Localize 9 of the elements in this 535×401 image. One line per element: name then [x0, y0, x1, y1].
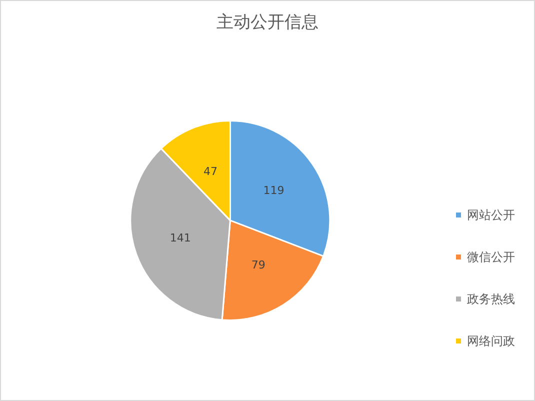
legend-label: 网络问政 [467, 334, 515, 348]
data-label: 47 [203, 164, 218, 178]
data-label: 79 [251, 258, 266, 272]
data-label: 141 [170, 232, 191, 245]
data-label: 119 [263, 184, 284, 197]
legend-label: 政务热线 [467, 292, 515, 306]
legend-label: 微信公开 [467, 250, 515, 264]
legend-label: 网站公开 [467, 208, 515, 222]
chart-title: 主动公开信息 [216, 12, 318, 32]
